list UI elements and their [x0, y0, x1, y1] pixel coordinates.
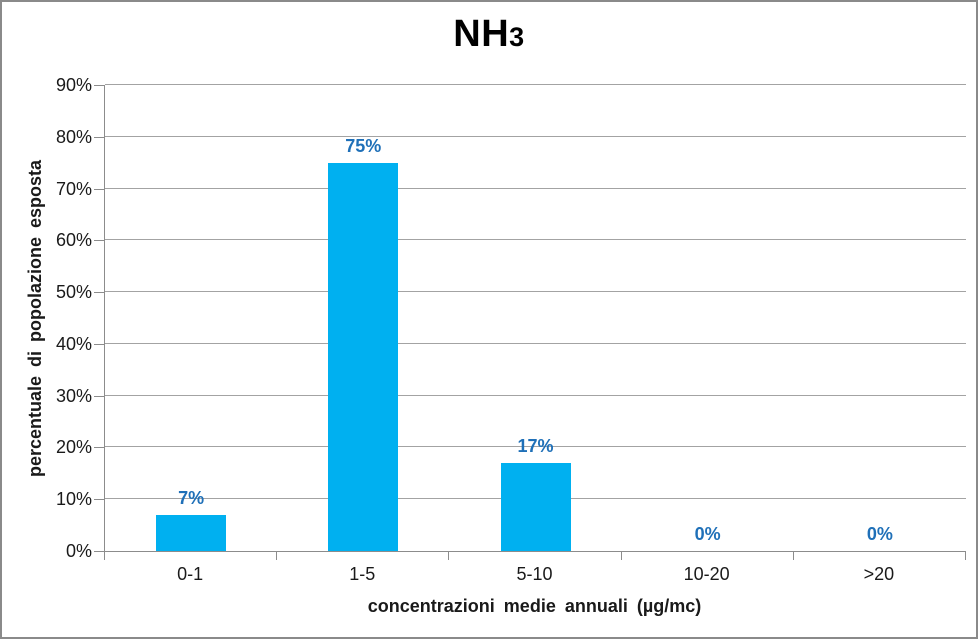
y-axis-title-text: percentuale di popolazione esposta: [25, 159, 46, 477]
bar: [500, 462, 571, 551]
gridline: [105, 446, 966, 448]
y-tick-mark: [94, 136, 104, 138]
x-category-label: 10-20: [683, 564, 730, 584]
chart-title-text: NH: [453, 13, 510, 55]
x-category-label: 0-1: [177, 564, 204, 584]
y-tick-label: 90%: [55, 75, 92, 95]
y-tick-mark: [94, 447, 104, 449]
bar-data-label: 7%: [178, 487, 205, 508]
x-axis-title: concentrazioni medie annuali (µg/mc): [367, 596, 702, 616]
x-tick-mark: [104, 552, 105, 560]
bar-data-label: 17%: [517, 435, 554, 456]
y-tick-mark: [94, 499, 104, 501]
y-tick-mark: [94, 292, 104, 294]
gridline: [105, 239, 966, 241]
x-tick-mark: [965, 552, 966, 560]
x-tick-mark: [792, 552, 794, 560]
plot-area: 7% 75% 17% 0% 0%: [104, 84, 966, 552]
y-tick-label: 0%: [65, 541, 92, 561]
gridline: [105, 291, 966, 293]
gridline: [105, 394, 966, 396]
y-axis-title: percentuale di popolazione esposta: [8, 85, 64, 551]
x-tick-mark: [448, 552, 450, 560]
chart-title-subscript: 3: [509, 22, 525, 52]
bar: [328, 162, 399, 551]
y-tick-mark: [94, 551, 104, 552]
y-tick-label: 10%: [55, 489, 92, 510]
x-category-label: 5-10: [516, 564, 553, 584]
bar-data-label: 0%: [694, 524, 721, 544]
y-tick-label: 80%: [55, 126, 92, 147]
y-tick-mark: [94, 395, 104, 397]
gridline: [105, 84, 966, 85]
x-tick-mark: [620, 552, 622, 560]
x-tick-mark: [276, 552, 278, 560]
chart-title: NH3: [2, 10, 976, 61]
y-tick-mark: [94, 188, 104, 190]
y-tick-label: 40%: [55, 333, 92, 354]
y-tick-label: 50%: [55, 282, 92, 303]
x-category-label: >20: [863, 564, 895, 584]
gridline: [105, 187, 966, 189]
bar-data-label: 0%: [866, 524, 893, 544]
y-tick-mark: [94, 85, 104, 86]
y-tick-mark: [94, 240, 104, 242]
bar: [156, 514, 227, 551]
gridline: [105, 342, 966, 344]
y-tick-label: 30%: [55, 385, 92, 406]
y-tick-mark: [94, 343, 104, 345]
y-tick-label: 20%: [55, 437, 92, 458]
y-tick-label: 60%: [55, 230, 92, 251]
y-tick-label: 70%: [55, 178, 92, 199]
gridline: [105, 135, 966, 137]
bar-data-label: 75%: [345, 135, 382, 156]
x-category-label: 1-5: [349, 564, 376, 584]
